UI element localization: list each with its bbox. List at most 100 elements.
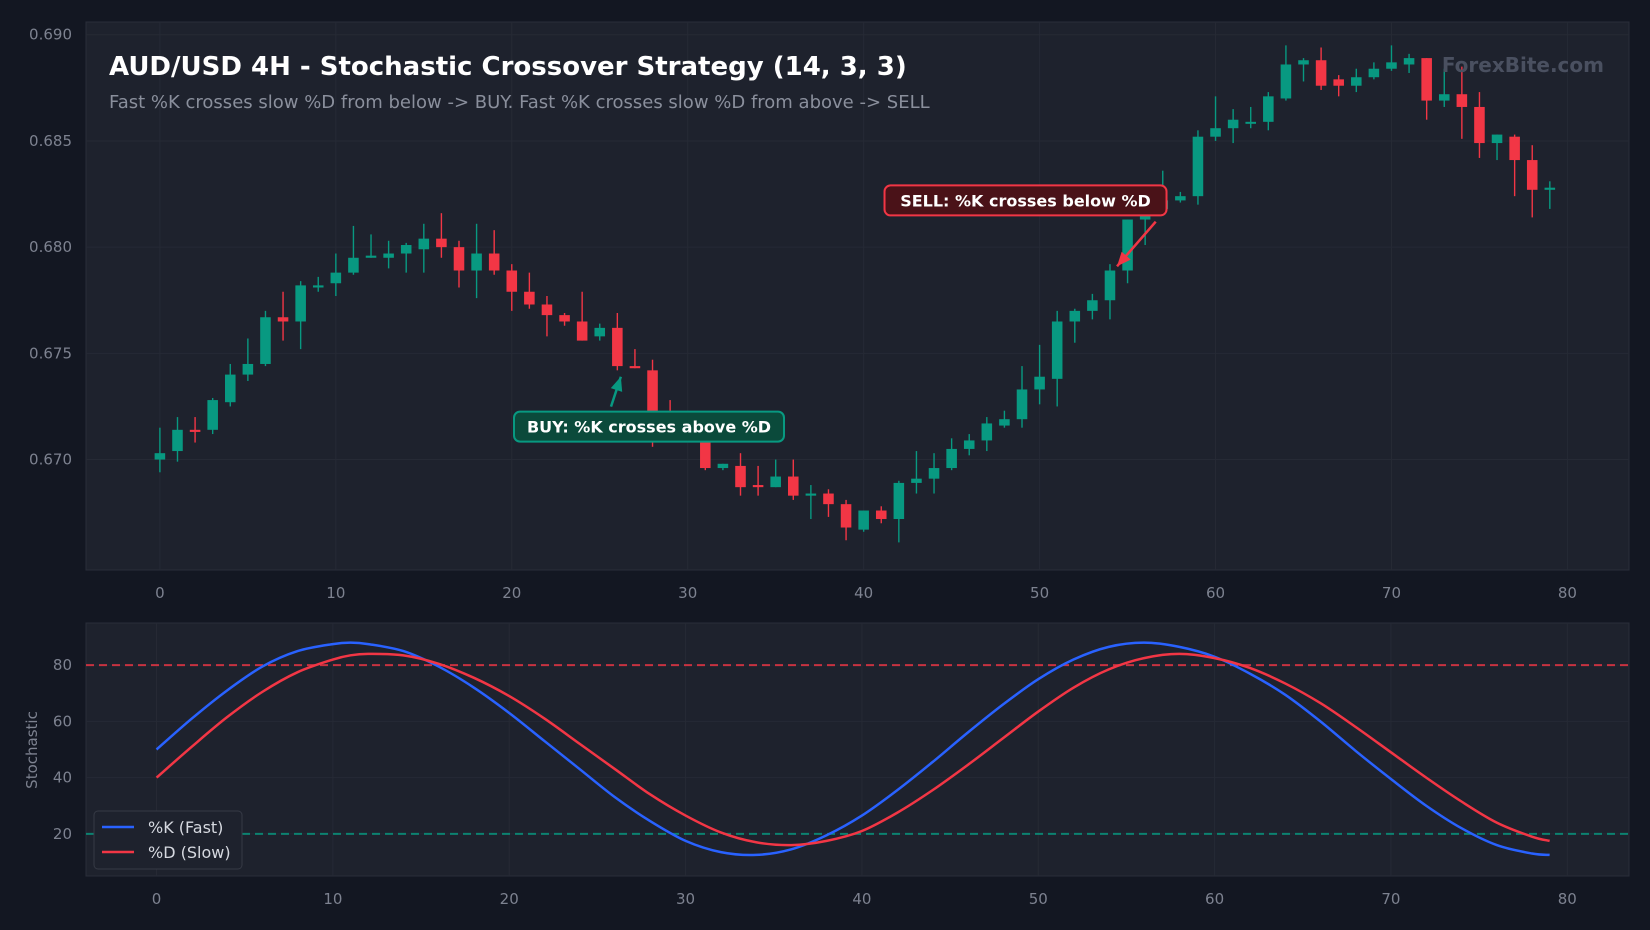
bullish-candle [1210,96,1221,141]
price-x-tick-label: 30 [678,584,697,602]
bullish-candle [594,323,606,341]
bearish-candle [436,213,447,258]
price-x-tick-label: 40 [854,584,873,602]
bearish-candle [559,312,570,326]
legend-label: %D (Slow) [148,843,231,862]
candle-body [1227,119,1239,129]
chart-subtitle: Fast %K crosses slow %D from below -> BU… [109,92,930,113]
candle-body [488,253,500,271]
price-panel: 0 10 20 30 40 50 60 70 80 0.6700.6750.6800.6850.… [29,21,1630,602]
bullish-candle [1438,68,1450,107]
annotations: BUY: %K crosses above %D SELL: %K crosses… [513,184,1168,443]
stochastic-x-tick-label: 60 [1205,890,1224,908]
candle-body [295,285,306,322]
candle-body [1245,121,1257,124]
bullish-candle [893,480,905,543]
stochastic-y-tick-label: 60 [53,712,72,730]
candle-body [1298,60,1309,65]
bullish-candle [999,410,1010,428]
candle-body [1386,62,1397,69]
candle-body [928,468,940,479]
candle-body [1509,136,1520,161]
stochastic-y-label: Stochastic [23,711,41,789]
bullish-candle [1104,264,1116,320]
bullish-candle [295,281,306,350]
candle-body [1456,94,1468,107]
candle-body [1175,196,1186,201]
candle-body [788,476,799,496]
price-candles [154,45,1556,543]
bullish-candle [400,242,412,273]
bullish-candle [1245,106,1257,129]
bullish-candle [1192,130,1204,205]
bearish-candle [453,240,465,288]
candle-body [840,504,852,528]
candle-body [1122,219,1133,271]
stochastic-x-tick-label: 50 [1029,890,1048,908]
candle-body [330,272,342,284]
bullish-candle [383,240,394,269]
bullish-candle [1034,344,1045,405]
price-panel-background [85,21,1630,571]
bullish-candle [1298,58,1309,82]
d-slow-line [155,652,1550,847]
candle-body [189,429,201,432]
candle-body [400,245,412,254]
annotation-box [883,184,1168,217]
candle-body [594,327,606,337]
stochastic-y-tick-label: 20 [53,825,72,843]
bullish-candle [1051,310,1063,407]
candle-body [981,423,993,441]
candle-body [541,304,553,316]
price-x-tick-label: 0 [155,584,165,602]
price-y-tick-label: 0.680 [29,238,72,256]
bullish-candle [946,438,957,471]
bullish-candle [154,427,166,473]
bearish-candle [612,312,623,371]
candle-body [524,291,535,305]
bullish-candle [1491,134,1503,161]
candle-body [735,465,746,488]
bullish-candle [1069,308,1081,343]
candle-body [1069,310,1081,322]
bullish-candle [260,310,271,367]
stochastic-lines [155,641,1550,857]
candle-body [436,238,447,248]
bearish-candle [488,230,500,275]
candle-body [893,482,905,520]
bearish-candle [752,465,764,496]
candle-body [875,510,887,520]
stochastic-y-axis: 20 40 60 80 [53,656,72,843]
bullish-candle [805,485,817,520]
price-y-axis: 0.670 0.675 0.680 0.685 0.690 [29,26,72,469]
bullish-candle [858,510,869,532]
candle-body [700,436,711,469]
annotation-arrowhead [610,376,623,392]
bullish-candle [963,434,975,456]
price-y-tick-label: 0.685 [29,132,72,150]
bearish-candle [524,272,535,309]
candle-body [418,238,430,250]
bearish-candle [189,417,201,443]
bearish-candle [576,291,588,341]
bearish-candle [1509,134,1520,197]
bearish-candle [1333,75,1344,97]
candle-body [471,253,482,271]
legend: %K (Fast) %D (Slow) [93,810,243,870]
bearish-candle [277,291,289,341]
bullish-candle [365,234,377,258]
candle-body [752,485,764,488]
candle-body [770,476,781,488]
candle-body [506,270,518,292]
stochastic-y-tick-label: 40 [53,769,72,787]
stochastic-x-tick-label: 0 [152,890,162,908]
bearish-candle [875,506,887,524]
candle-body [946,448,957,469]
bullish-candle [911,451,922,494]
stochastic-x-tick-label: 80 [1558,890,1577,908]
bullish-candle [418,223,430,273]
candle-body [348,257,359,273]
candle-body [383,253,394,258]
bullish-candle [1087,293,1098,320]
